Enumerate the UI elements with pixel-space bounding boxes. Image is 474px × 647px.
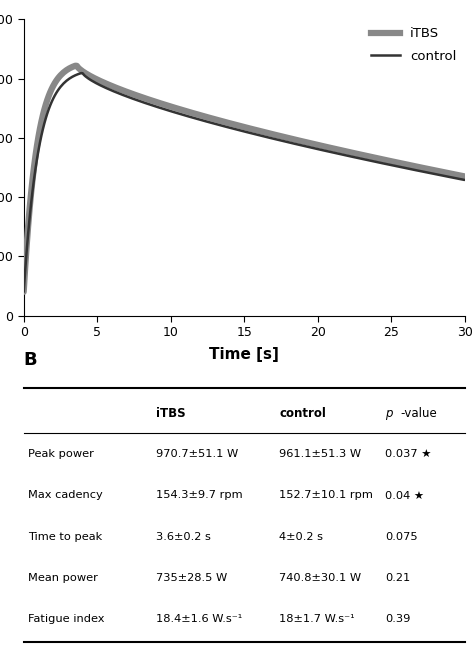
Text: p: p [385,406,392,420]
Text: B: B [24,351,37,369]
Text: Mean power: Mean power [28,573,98,583]
Text: 4±0.2 s: 4±0.2 s [279,532,323,542]
Text: 740.8±30.1 W: 740.8±30.1 W [279,573,362,583]
Text: Time to peak: Time to peak [28,532,102,542]
Text: 0.04 ★: 0.04 ★ [385,490,424,501]
Text: 0.21: 0.21 [385,573,410,583]
Text: 0.075: 0.075 [385,532,418,542]
Text: 154.3±9.7 rpm: 154.3±9.7 rpm [156,490,243,501]
Text: 3.6±0.2 s: 3.6±0.2 s [156,532,211,542]
Text: 961.1±51.3 W: 961.1±51.3 W [279,449,362,459]
Text: 735±28.5 W: 735±28.5 W [156,573,227,583]
Text: control: control [279,406,326,420]
Legend: iTBS, control: iTBS, control [365,22,462,68]
Text: 970.7±51.1 W: 970.7±51.1 W [156,449,238,459]
Text: 0.39: 0.39 [385,614,410,624]
Text: ‑value: ‑value [401,406,438,420]
Text: Peak power: Peak power [28,449,94,459]
X-axis label: Time [s]: Time [s] [209,347,279,362]
Text: 18±1.7 W.s⁻¹: 18±1.7 W.s⁻¹ [279,614,355,624]
Text: Fatigue index: Fatigue index [28,614,105,624]
Text: 0.037 ★: 0.037 ★ [385,449,432,459]
Text: Max cadency: Max cadency [28,490,103,501]
Text: 152.7±10.1 rpm: 152.7±10.1 rpm [279,490,373,501]
Text: iTBS: iTBS [156,406,185,420]
Text: 18.4±1.6 W.s⁻¹: 18.4±1.6 W.s⁻¹ [156,614,242,624]
